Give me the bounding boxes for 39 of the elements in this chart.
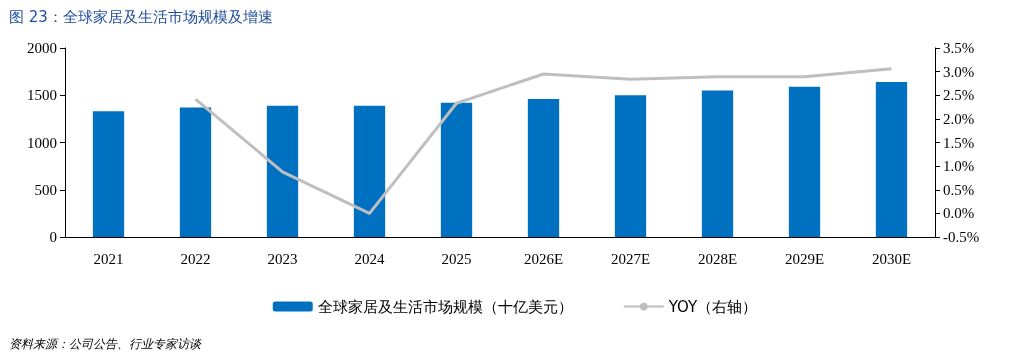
x-tick-label: 2022 [180,250,211,267]
line-series [194,67,893,215]
text: 资料来源：公司公告、行业专家访谈 [9,337,202,351]
y2-tick-label: 1.0% [943,158,975,175]
bar [92,111,125,237]
x-tick-label: 2026E [523,250,564,267]
legend-label: 全球家居及生活市场规模（十亿美元） [317,297,573,316]
x-tick-label: 2030E [871,250,912,267]
x-tick-label: 2025 [441,250,472,267]
y-tick-label: 1500 [27,87,57,104]
x-tick-label: 2028E [697,250,738,267]
legend-label: YOY（右轴） [667,297,758,316]
x-tick-label: 2023 [267,250,298,267]
y2-tick-label: 3.5% [943,40,975,56]
x-tick-label: 2021 [93,250,124,267]
bar [701,90,734,237]
y-tick-label: 1000 [27,134,57,151]
x-tick-label: 2029E [784,250,825,267]
bar [266,105,299,237]
y2-tick-label: 1.5% [943,134,975,151]
y2-tick-label: 3.0% [943,63,975,80]
bar [788,86,821,237]
bar [440,102,473,237]
x-tick-label: 2027E [610,250,651,267]
y2-tick-label: 0.0% [943,205,975,222]
bar [614,95,647,237]
y-tick-label: 2000 [27,40,57,56]
chart-title: 图 23：全球家居及生活市场规模及增速 [9,7,273,26]
y2-tick-label: -0.5% [943,229,980,245]
y-tick-label: 500 [34,181,57,198]
bar [527,99,560,237]
x-tick-label: 2024 [354,250,385,267]
y2-tick-label: 2.5% [943,87,975,104]
y-tick-label: 0 [49,229,57,245]
y2-tick-label: 2.0% [943,110,975,127]
bar [353,105,386,237]
bar [875,82,908,237]
bar [179,107,212,237]
y2-tick-label: 0.5% [943,181,975,198]
